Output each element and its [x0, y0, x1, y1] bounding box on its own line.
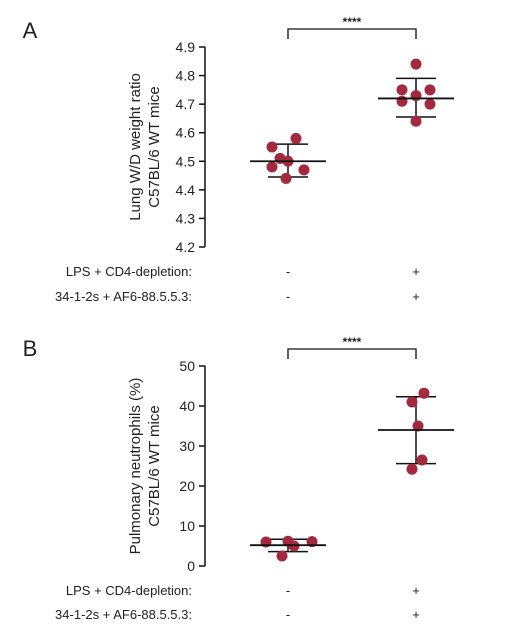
- condition-marker: -: [286, 607, 290, 622]
- y-axis-label: Lung W/D weight ratio: [127, 73, 144, 221]
- y-tick-label: 4.7: [176, 96, 196, 112]
- y-axis-label: Pulmonary neutrophils (%): [127, 378, 144, 555]
- group-2: ++: [378, 387, 454, 622]
- data-point: [266, 141, 278, 153]
- group-1: --: [250, 535, 326, 622]
- data-point: [424, 84, 436, 96]
- condition-marker: +: [412, 607, 420, 622]
- y-tick-label: 4.4: [176, 182, 196, 198]
- data-point: [416, 454, 428, 466]
- significance-label: ****: [343, 335, 362, 349]
- condition-marker: +: [412, 289, 420, 304]
- group-2: ++: [378, 58, 454, 304]
- y-tick-label: 4.9: [176, 39, 196, 55]
- data-point: [418, 387, 430, 399]
- significance-bracket: [287, 28, 417, 39]
- condition-marker: -: [286, 583, 290, 598]
- y-tick-label: 20: [179, 478, 195, 494]
- y-tick-label: 30: [179, 438, 195, 454]
- data-point: [396, 95, 408, 107]
- y-tick-label: 0: [187, 558, 195, 574]
- data-point: [276, 550, 288, 562]
- data-point: [406, 463, 418, 475]
- condition-row-label: 34-1-2s + AF6-88.5.5.3:: [55, 607, 192, 622]
- panel-letter: A: [23, 18, 38, 43]
- y-tick-label: 10: [179, 518, 195, 534]
- y-tick-label: 40: [179, 398, 195, 414]
- condition-row-label: 34-1-2s + AF6-88.5.5.3:: [55, 289, 192, 304]
- y-tick-label: 4.3: [176, 210, 196, 226]
- group-1: --: [250, 132, 326, 304]
- panel-a: A 4.2 4.3 4.4 4.5 4.6 4.7 4.8 4.9 Lung W/D weight…: [23, 15, 454, 304]
- data-point: [406, 396, 418, 408]
- panel-letter: B: [23, 336, 38, 361]
- condition-marker: +: [412, 264, 420, 279]
- y-tick-label: 4.2: [176, 239, 196, 255]
- condition-marker: -: [286, 289, 290, 304]
- data-point: [280, 172, 292, 184]
- condition-row-label: LPS + CD4-depletion:: [66, 264, 192, 279]
- condition-row-label: LPS + CD4-depletion:: [66, 583, 192, 598]
- condition-marker: -: [286, 264, 290, 279]
- data-point: [396, 84, 408, 96]
- data-point: [424, 98, 436, 110]
- y-axis-label: C57BL/6 WT mice: [146, 405, 163, 526]
- data-point: [410, 58, 422, 70]
- condition-marker: +: [412, 583, 420, 598]
- y-tick-label: 50: [179, 358, 195, 374]
- y-tick-label: 4.5: [176, 153, 196, 169]
- significance-label: ****: [343, 15, 362, 29]
- data-point: [290, 132, 302, 144]
- y-tick-label: 4.6: [176, 125, 196, 141]
- data-point: [298, 164, 310, 176]
- data-point: [266, 161, 278, 173]
- data-point: [412, 420, 424, 432]
- data-point: [410, 115, 422, 127]
- data-point: [410, 90, 422, 102]
- significance-bracket: [287, 348, 417, 359]
- y-axis-label: C57BL/6 WT mice: [146, 86, 163, 207]
- panel-b: B 0 10 20 30 40 50 Pulmonary neutrophils (%) C57…: [23, 335, 454, 622]
- y-tick-label: 4.8: [176, 68, 196, 84]
